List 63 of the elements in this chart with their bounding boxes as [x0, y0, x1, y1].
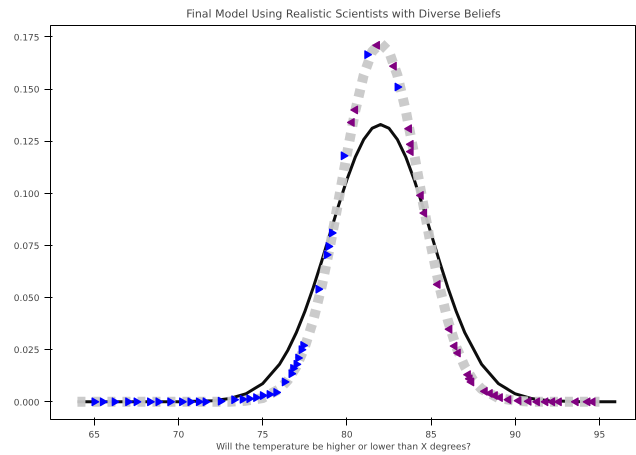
x-tick-label: 95: [594, 430, 606, 440]
point: [202, 397, 211, 406]
point: [167, 397, 176, 406]
point: [404, 124, 412, 134]
point: [260, 391, 268, 400]
point: [91, 397, 100, 406]
point: [315, 284, 324, 294]
point: [134, 397, 142, 406]
point: [147, 397, 155, 406]
point: [346, 118, 355, 127]
point: [450, 342, 458, 351]
point: [406, 140, 414, 149]
point: [514, 396, 522, 406]
y-tick-label: 0.175: [14, 33, 40, 44]
y-tick-label: 0.025: [14, 346, 40, 356]
y-tick-label: 0.150: [14, 86, 40, 96]
y-tick-label: 0.125: [14, 138, 40, 148]
point: [388, 62, 397, 71]
y-tick-label: 0.075: [14, 242, 40, 252]
point: [155, 397, 164, 406]
x-tick-label: 80: [341, 430, 353, 440]
point: [364, 50, 372, 60]
point: [466, 377, 474, 386]
point: [328, 228, 337, 238]
point: [547, 397, 556, 406]
point: [282, 377, 290, 386]
y-tick-label: 0.100: [14, 190, 40, 200]
point: [125, 397, 134, 406]
point: [179, 397, 187, 406]
x-tick-label: 75: [256, 430, 268, 440]
x-tick-label: 90: [510, 430, 522, 440]
chart-title: Final Model Using Realistic Scientists with Diverse Beliefs: [186, 8, 502, 20]
point: [503, 395, 512, 404]
point: [444, 324, 452, 334]
point: [112, 397, 120, 406]
point: [419, 208, 428, 218]
point: [540, 397, 548, 406]
y-tick-label: 0.000: [14, 398, 40, 408]
point: [326, 242, 334, 251]
x-tick-label: 65: [88, 430, 100, 440]
point: [570, 397, 579, 406]
point: [246, 394, 254, 404]
point: [295, 354, 304, 363]
x-tick-label: 70: [172, 430, 184, 440]
x-axis-title: Will the temperature be higher or lower than X degrees?: [216, 442, 472, 452]
point: [406, 147, 414, 156]
point: [218, 396, 226, 406]
x-tick-label: 85: [425, 430, 437, 440]
point: [452, 348, 461, 358]
point: [416, 190, 424, 200]
point: [524, 396, 532, 406]
point: [196, 397, 204, 406]
point: [100, 397, 108, 406]
point: [324, 250, 332, 260]
point: [532, 397, 540, 406]
point: [350, 105, 358, 114]
point: [273, 388, 282, 397]
point: [372, 40, 380, 50]
point: [187, 397, 196, 406]
y-tick-label: 0.050: [14, 294, 40, 304]
point: [340, 151, 349, 160]
point: [231, 395, 240, 404]
point: [432, 280, 441, 289]
